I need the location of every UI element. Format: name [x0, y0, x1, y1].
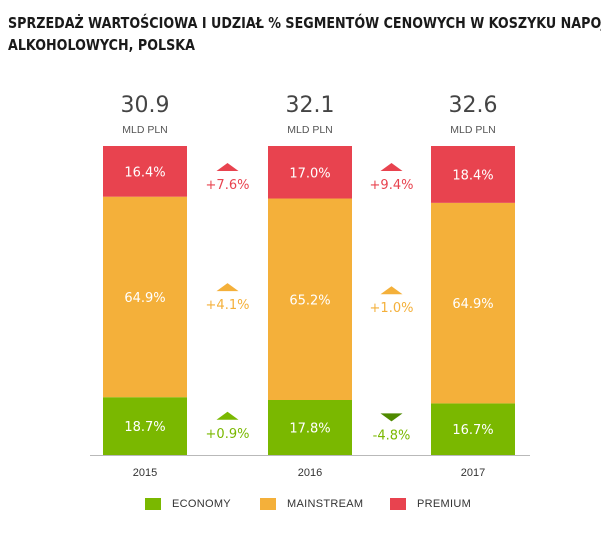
total-value-2017: 32.6 — [449, 93, 498, 118]
total-unit-2015: MLD PLN — [122, 124, 168, 136]
bar-segment-premium-2017 — [431, 146, 515, 203]
change-arrow-mainstream-2016-2017 — [380, 286, 403, 295]
legend-item-mainstream: MAINSTREAM — [260, 498, 363, 510]
change-arrow-economy-2015-2016 — [216, 411, 239, 420]
bar-segment-mainstream-2016 — [268, 198, 352, 400]
bar-segment-premium-2016 — [268, 146, 352, 199]
total-value-2016: 32.1 — [286, 93, 335, 118]
x-tick-label-2015: 2015 — [133, 467, 157, 479]
change-arrow-mainstream-2015-2016 — [216, 283, 239, 292]
legend-swatch-mainstream — [260, 498, 276, 510]
bar-label-premium-2017: 18.4% — [452, 168, 493, 183]
bar-label-premium-2015: 16.4% — [124, 165, 165, 180]
bar-segment-economy-2015 — [103, 397, 187, 455]
x-tick-label-2017: 2017 — [461, 467, 485, 479]
chart-title-line-1: SPRZEDAŻ WARTOŚCIOWA I UDZIAŁ % SEGMENTÓ… — [8, 14, 601, 32]
change-arrow-premium-2016-2017 — [380, 163, 403, 171]
bar-label-economy-2017: 16.7% — [452, 423, 493, 438]
change-label-mainstream-2015-2016: +4.1% — [206, 298, 250, 313]
bar-label-economy-2015: 18.7% — [124, 420, 165, 435]
legend-label-mainstream: MAINSTREAM — [287, 498, 364, 510]
legend-label-economy: ECONOMY — [172, 498, 231, 510]
legend-item-premium: PREMIUM — [390, 498, 471, 510]
bar-label-mainstream-2017: 64.9% — [452, 297, 493, 312]
bar-segment-economy-2017 — [431, 403, 515, 455]
chart-legend: ECONOMY MAINSTREAM PREMIUM — [0, 498, 601, 518]
legend-swatch-economy — [145, 498, 161, 510]
total-value-2015: 30.9 — [121, 93, 170, 118]
legend-item-economy: ECONOMY — [145, 498, 231, 510]
total-unit-2017: MLD PLN — [450, 124, 496, 136]
bar-label-economy-2016: 17.8% — [289, 421, 330, 436]
total-unit-2016: MLD PLN — [287, 124, 333, 136]
bar-label-mainstream-2016: 65.2% — [289, 293, 330, 308]
bar-label-mainstream-2015: 64.9% — [124, 291, 165, 306]
change-label-premium-2016-2017: +9.4% — [370, 178, 414, 193]
change-label-mainstream-2016-2017: +1.0% — [370, 301, 414, 316]
change-label-economy-2016-2017: -4.8% — [373, 428, 411, 443]
change-arrow-economy-2016-2017 — [380, 413, 403, 422]
change-arrow-premium-2015-2016 — [216, 163, 239, 171]
chart-title-line-2: ALKOHOLOWYCH, POLSKA — [8, 36, 195, 54]
x-tick-label-2016: 2016 — [298, 467, 322, 479]
bar-label-premium-2016: 17.0% — [289, 166, 330, 181]
change-label-premium-2015-2016: +7.6% — [206, 178, 250, 193]
bar-segment-mainstream-2015 — [103, 196, 187, 398]
legend-swatch-premium — [390, 498, 406, 510]
change-label-economy-2015-2016: +0.9% — [206, 427, 250, 442]
legend-label-premium: PREMIUM — [417, 498, 472, 510]
chart-title: SPRZEDAŻ WARTOŚCIOWA I UDZIAŁ % SEGMENTÓ… — [8, 12, 601, 56]
bar-segment-premium-2015 — [103, 146, 187, 197]
bar-segment-economy-2016 — [268, 399, 352, 455]
bar-segment-mainstream-2017 — [431, 202, 515, 404]
